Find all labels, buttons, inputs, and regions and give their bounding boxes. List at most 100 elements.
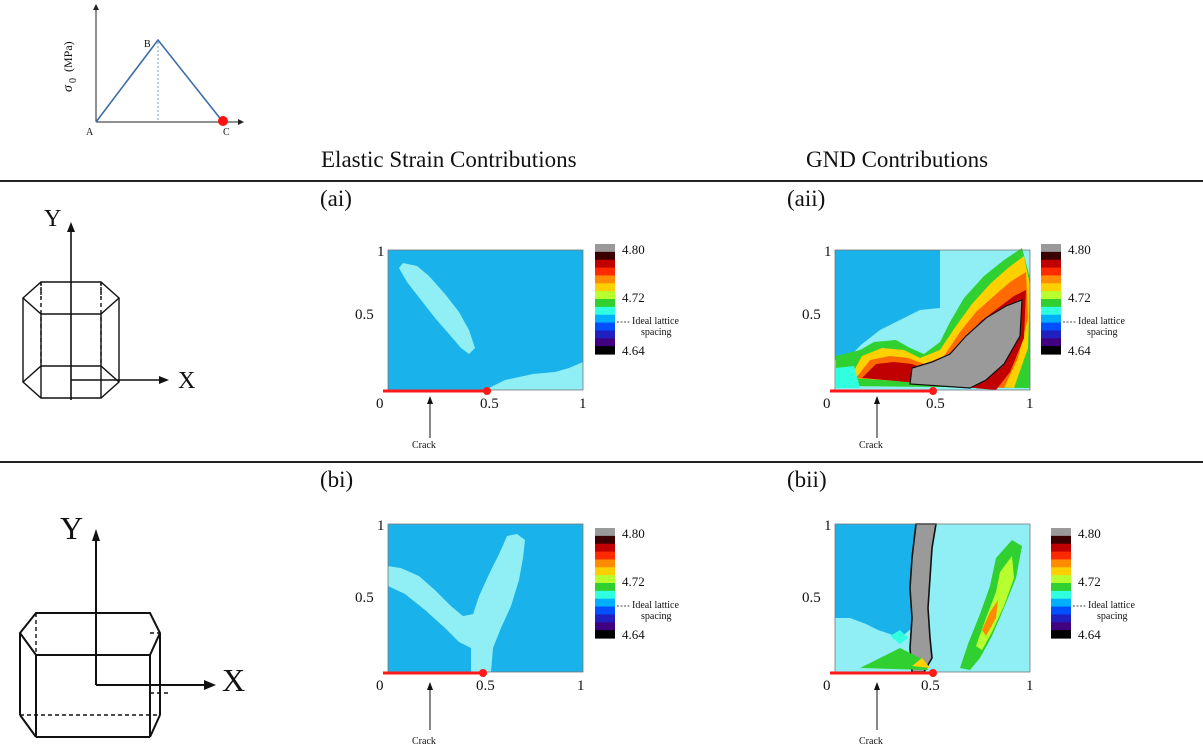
colorbar-min: 4.64	[622, 343, 645, 358]
colorbar-min: 4.64	[622, 627, 645, 642]
point-B: B	[144, 39, 151, 50]
colorbar-swatch	[595, 251, 615, 261]
tick-y-half-bi: 0.5	[355, 590, 374, 606]
colorbar-swatch	[1041, 275, 1061, 284]
ideal-label-line2: spacing	[1097, 611, 1128, 622]
colorbar-swatch	[1051, 583, 1071, 592]
tick-y-1-aii: 1	[824, 244, 832, 260]
point-A: A	[86, 127, 94, 138]
current-point-marker	[218, 116, 228, 126]
tick-x-half-bii: 0.5	[921, 678, 940, 694]
colorbar-max: 4.80	[622, 526, 645, 541]
colorbar-swatch	[595, 322, 615, 332]
ideal-label-line2: spacing	[641, 327, 672, 338]
crack-label-bii: Crack	[859, 736, 883, 747]
colorbar-swatch	[595, 614, 615, 623]
colorbar-swatch	[595, 567, 615, 576]
map-ai: 1 0.5 0 0.5 1 Crack 4.80 4.72 4.64 Ideal la…	[355, 242, 679, 451]
panel-label-bii: (bii)	[787, 467, 827, 492]
crack-label-aii: Crack	[859, 440, 883, 451]
ideal-label-line1: Ideal lattice	[1088, 600, 1135, 611]
colorbar-max: 4.80	[1078, 526, 1101, 541]
ideal-label-line2: spacing	[1087, 327, 1118, 338]
colorbar-swatch	[1051, 630, 1071, 639]
colorbar-min: 4.64	[1078, 627, 1101, 642]
tick-x-0-aii: 0	[823, 396, 831, 412]
colorbar-max: 4.80	[622, 242, 645, 257]
tick-x-1-aii: 1	[1026, 396, 1034, 412]
colorbar-swatch	[1051, 598, 1071, 608]
colorbar-swatch	[595, 575, 615, 584]
colorbar-swatch	[595, 528, 615, 537]
colorbar-swatch	[1041, 306, 1061, 316]
colorbar-swatch	[595, 330, 615, 339]
ideal-label-line1: Ideal lattice	[632, 316, 679, 327]
divider-top	[0, 180, 1203, 182]
colorbar-swatch	[1041, 291, 1061, 300]
colorbar-swatch	[1041, 259, 1061, 269]
crack-label-bi: Crack	[412, 736, 436, 747]
map-bi: 1 0.5 0 0.5 1 Crack 4.80 4.72 4.64 Ideal la…	[355, 518, 679, 747]
colorbar-swatch	[1041, 346, 1061, 355]
colorbar-swatch	[1051, 622, 1071, 631]
colorbar-swatch	[1041, 314, 1061, 324]
panel-label-ai: (ai)	[320, 186, 352, 211]
colorbar-swatch	[1041, 267, 1061, 277]
colorbar-swatch	[1041, 338, 1061, 347]
ideal-label-line2: spacing	[641, 611, 672, 622]
divider-middle	[0, 461, 1203, 463]
point-C: C	[223, 127, 230, 138]
hcp-cell-basal	[18, 529, 216, 738]
colorbar-swatch	[595, 590, 615, 600]
tick-x-1-bi: 1	[577, 678, 585, 694]
colorbar-mid: 4.72	[622, 290, 645, 305]
colorbar-swatch	[595, 267, 615, 277]
tick-x-1-bii: 1	[1026, 678, 1034, 694]
colorbar-min: 4.64	[1068, 343, 1091, 358]
tick-x-0-bii: 0	[823, 678, 831, 694]
colorbar-mid: 4.72	[1078, 574, 1101, 589]
tick-y-half-ai: 0.5	[355, 307, 374, 323]
colorbar-swatch	[595, 291, 615, 300]
load-curve	[95, 38, 224, 123]
tick-y-1-bii: 1	[824, 518, 832, 534]
axis-label-y-b: Y	[60, 510, 84, 546]
colorbar-swatch	[1051, 575, 1071, 584]
colorbar-swatch	[1051, 551, 1071, 561]
colorbar-swatch	[595, 543, 615, 553]
tick-x-half-ai: 0.5	[480, 396, 499, 412]
ideal-label-line1: Ideal lattice	[1078, 316, 1125, 327]
tick-x-0-ai: 0	[376, 396, 384, 412]
colorbar-swatch	[1041, 244, 1061, 253]
axis-label-x-a: X	[178, 368, 196, 394]
tick-y-half-aii: 0.5	[802, 307, 821, 323]
crack-label-ai: Crack	[412, 440, 436, 451]
colorbar-swatch	[1041, 283, 1061, 292]
colorbar-swatch	[1041, 299, 1061, 308]
panel-label-bi: (bi)	[320, 467, 354, 492]
colorbar-swatch	[595, 306, 615, 316]
axis-label-y-a: Y	[44, 206, 62, 232]
graph-ylabel-unit: (MPa)	[61, 41, 75, 72]
panel-label-aii: (aii)	[787, 186, 826, 211]
colorbar-swatch	[595, 314, 615, 324]
tick-x-1-ai: 1	[579, 396, 587, 412]
colorbar-swatch	[595, 598, 615, 608]
colorbar-swatch	[595, 338, 615, 347]
colorbar-swatch	[595, 535, 615, 545]
ideal-label-line1: Ideal lattice	[632, 600, 679, 611]
tick-y-1-bi: 1	[377, 518, 385, 534]
colorbar-swatch	[1051, 543, 1071, 553]
colorbar-swatch	[1051, 559, 1071, 568]
colorbar-swatch	[1041, 330, 1061, 339]
graph-ylabel-symbol: σ	[61, 84, 76, 92]
axis-label-x-b: X	[222, 662, 246, 698]
colorbar-swatch	[595, 559, 615, 568]
header-gnd: GND Contributions	[806, 147, 989, 172]
tick-x-half-aii: 0.5	[926, 396, 945, 412]
map-aii: 1 0.5 0 0.5 1 Crack 4.80 4.72 4.64 Ideal la…	[802, 242, 1125, 451]
hcp-cell-prismatic	[21, 222, 169, 400]
